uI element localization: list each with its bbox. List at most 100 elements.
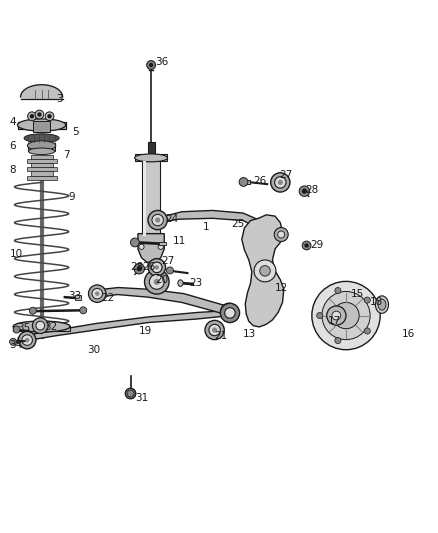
Circle shape [221,303,237,319]
Text: 31: 31 [135,393,148,403]
Text: 26: 26 [253,176,266,186]
Ellipse shape [18,119,66,131]
Circle shape [317,312,323,319]
Circle shape [209,324,220,336]
Text: 21: 21 [215,330,228,341]
Ellipse shape [178,280,183,286]
Ellipse shape [24,134,59,142]
Polygon shape [138,233,164,262]
Circle shape [88,285,106,302]
Circle shape [152,262,162,273]
Circle shape [225,308,235,318]
Bar [18,122,66,130]
Polygon shape [242,215,284,327]
Bar [159,241,166,246]
Ellipse shape [27,141,56,150]
Circle shape [299,186,310,197]
Text: 10: 10 [10,249,23,259]
Text: 3: 3 [56,94,63,104]
Text: 27: 27 [161,256,174,266]
Circle shape [32,318,48,334]
Text: 36: 36 [155,56,169,67]
Text: 26: 26 [142,262,155,272]
Circle shape [149,274,164,289]
Circle shape [364,297,371,303]
Circle shape [29,307,36,314]
Circle shape [148,259,166,276]
Circle shape [364,328,371,334]
Circle shape [166,267,173,274]
Text: 23: 23 [189,278,202,288]
Text: 32: 32 [44,322,57,332]
Circle shape [95,292,99,296]
Text: 6: 6 [10,141,16,151]
Polygon shape [27,167,57,172]
Text: 22: 22 [102,293,115,303]
Text: 30: 30 [87,345,100,355]
Circle shape [205,320,224,340]
Ellipse shape [13,321,70,332]
Circle shape [220,303,240,322]
Polygon shape [27,159,57,163]
Circle shape [18,332,36,349]
Circle shape [92,288,102,299]
Circle shape [254,260,276,282]
Ellipse shape [378,299,386,310]
Circle shape [271,173,290,192]
Polygon shape [244,180,250,184]
Circle shape [335,287,341,294]
Circle shape [335,337,341,344]
Bar [28,143,55,151]
Circle shape [302,189,307,194]
Text: 13: 13 [243,329,256,340]
Ellipse shape [134,154,167,162]
Text: 18: 18 [370,297,383,308]
Circle shape [25,338,29,342]
Text: 27: 27 [279,169,293,180]
Text: 9: 9 [68,192,74,203]
Text: 25: 25 [231,219,244,229]
Circle shape [275,177,286,188]
Circle shape [37,112,42,117]
Polygon shape [31,172,53,175]
Text: 35: 35 [18,323,31,333]
Circle shape [131,238,139,247]
Polygon shape [31,155,53,159]
Circle shape [139,244,144,249]
Polygon shape [27,175,57,180]
Circle shape [154,279,160,285]
Text: 11: 11 [173,236,186,246]
Bar [135,155,167,161]
Text: 34: 34 [10,341,23,350]
Circle shape [274,228,288,241]
Text: 28: 28 [306,185,319,195]
Circle shape [13,326,20,333]
Text: 1: 1 [202,222,209,232]
Bar [75,295,81,300]
Text: 4: 4 [10,117,16,127]
Text: 33: 33 [68,291,81,301]
Circle shape [145,270,169,294]
Circle shape [212,327,217,333]
Circle shape [45,112,54,120]
Bar [143,161,146,236]
Text: 12: 12 [275,284,288,293]
Text: 7: 7 [64,150,70,160]
Text: 29: 29 [310,240,323,251]
Ellipse shape [375,296,389,313]
Text: 15: 15 [350,289,364,298]
Circle shape [22,335,32,345]
Text: 19: 19 [139,326,152,336]
Circle shape [10,338,17,345]
Bar [13,326,70,331]
Polygon shape [94,287,232,316]
Circle shape [332,311,341,320]
Circle shape [36,321,45,330]
Bar [33,120,50,132]
Circle shape [278,231,285,238]
Circle shape [137,266,142,271]
Circle shape [152,214,163,226]
Polygon shape [18,310,232,343]
Circle shape [47,114,52,118]
Circle shape [148,211,167,230]
